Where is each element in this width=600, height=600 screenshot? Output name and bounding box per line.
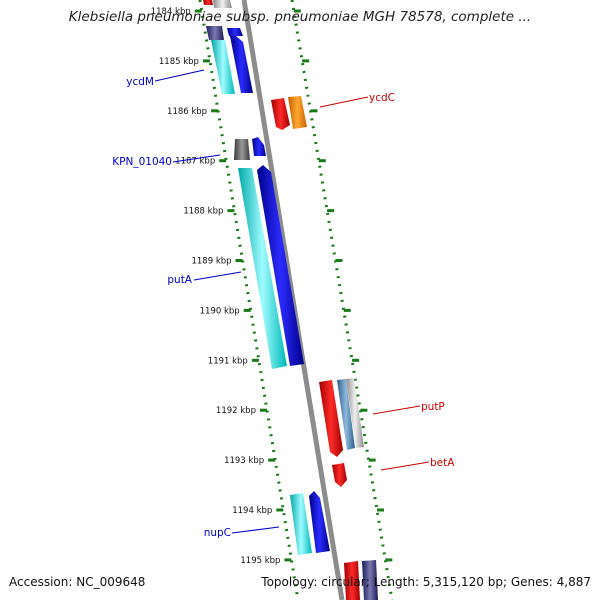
gene-kpn01040 <box>234 139 250 160</box>
gene-bottom-navy <box>362 560 378 600</box>
tick-label: 1191 kbp <box>208 356 248 366</box>
tick-label: 1194 kbp <box>232 506 272 516</box>
gene-nupC-blue <box>309 491 330 553</box>
tick-label: 1193 kbp <box>224 456 264 466</box>
gene-putP-red <box>319 380 343 457</box>
gene-label-ycdM[interactable]: ycdM <box>126 69 205 88</box>
svg-text:ycdM: ycdM <box>126 76 154 88</box>
gene-putP-silver <box>346 378 364 448</box>
gene-ycdM-blue <box>230 36 253 93</box>
gene-putP-steel <box>337 379 355 450</box>
svg-text:KPN_01040: KPN_01040 <box>112 156 172 168</box>
gene-top-blue <box>227 28 243 36</box>
gene-ycdM-cyan <box>211 40 235 94</box>
accession-info: Accession: NC_009648 <box>9 575 145 589</box>
map-title: Klebsiella pneumoniae subsp. pneumoniae … <box>68 9 532 25</box>
tick-label: 1190 kbp <box>200 306 240 316</box>
svg-text:betA: betA <box>430 457 455 469</box>
gene-ycdC-red <box>271 98 290 130</box>
tick-label: 1189 kbp <box>191 257 231 267</box>
genome-stats: Topology: circular; Length: 5,315,120 bp… <box>261 575 591 589</box>
tick-label: 1185 kbp <box>159 57 199 67</box>
svg-text:ycdC: ycdC <box>369 92 395 104</box>
tick-label: 1184 kbp <box>151 7 191 17</box>
gene-label-kpn01040[interactable]: KPN_01040 <box>112 154 221 168</box>
right-scale-line <box>290 0 394 600</box>
svg-text:putA: putA <box>167 274 192 286</box>
tick-label: 1195 kbp <box>240 556 280 566</box>
length-value: 5,315,120 bp <box>422 575 503 589</box>
gene-label-ycdC[interactable]: ycdC <box>319 92 395 108</box>
gene-ycdC-orange <box>288 96 307 129</box>
gene-top-navy <box>206 26 224 40</box>
genes-value: 4,887 <box>556 575 591 589</box>
gene-top-silver <box>213 0 232 8</box>
topology-label: Topology: <box>261 575 318 589</box>
accession-label: Accession: <box>9 575 73 589</box>
gene-putA-cyan <box>238 168 287 369</box>
gene-nupC-cyan <box>290 493 312 555</box>
topology-value: circular <box>321 575 366 589</box>
accession-value: NC_009648 <box>76 575 146 589</box>
gene-label-betA[interactable]: betA <box>380 457 455 471</box>
tick-label: 1187 kbp <box>175 157 215 167</box>
svg-text:nupC: nupC <box>204 527 231 539</box>
genes-label: Genes: <box>510 575 553 589</box>
gene-top-red <box>203 0 213 5</box>
tick-label: 1186 kbp <box>167 107 207 117</box>
gene-bottom-red <box>344 561 360 600</box>
gene-label-putP[interactable]: putP <box>372 401 445 415</box>
gene-label-putA[interactable]: putA <box>167 271 242 286</box>
svg-text:putP: putP <box>421 401 445 413</box>
gene-label-nupC[interactable]: nupC <box>204 526 280 539</box>
gene-putA-blue <box>257 165 304 366</box>
tick-label: 1192 kbp <box>216 406 256 416</box>
ruler-ticks: 1184 kbp 1185 kbp 1186 kbp 1187 kbp 1188 kbp… <box>151 7 393 566</box>
gene-betA-red <box>332 463 347 487</box>
length-label: Length: <box>373 575 420 589</box>
gene-kpn01040-blue <box>252 137 266 156</box>
tick-label: 1188 kbp <box>183 207 223 217</box>
